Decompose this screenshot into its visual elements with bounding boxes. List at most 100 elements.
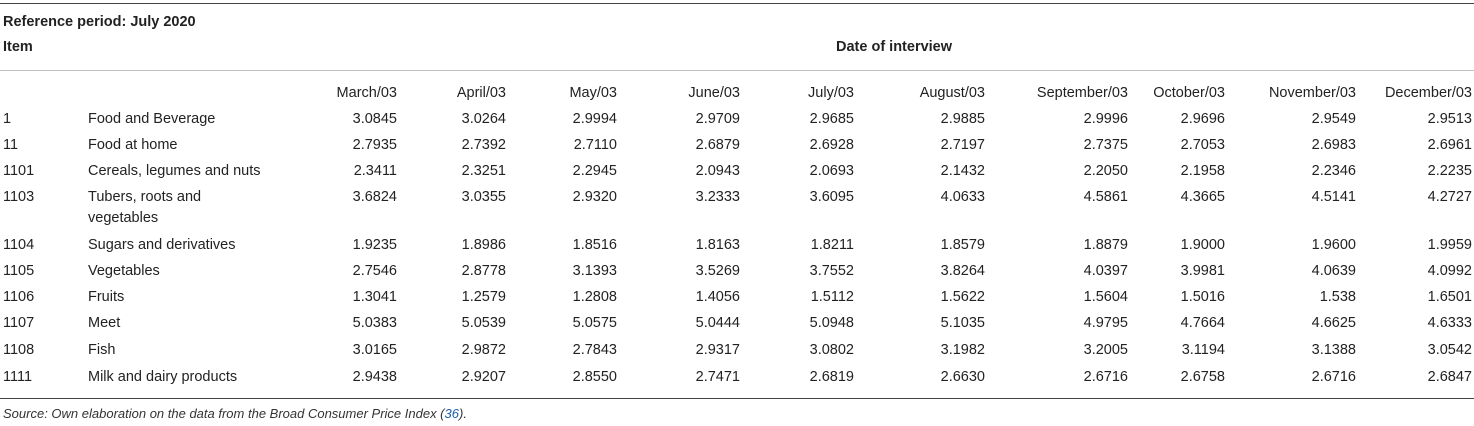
table-cell: 3.0802: [809, 342, 854, 358]
table-cell: 2.9709: [695, 111, 740, 127]
table-cell: 3.0542: [1427, 342, 1472, 358]
column-header: April/03: [456, 85, 506, 101]
table-cell: 2.8550: [572, 369, 617, 385]
table-cell: 2.1432: [940, 163, 985, 179]
table-cell: 2.3411: [353, 163, 397, 179]
table-cell: 2.6716: [1311, 369, 1356, 385]
row-code: 1111: [3, 369, 33, 385]
table-cell: 2.0693: [809, 163, 854, 179]
source-text: Source: Own elaboration on the data from…: [3, 406, 445, 421]
table-cell: 2.9549: [1311, 111, 1356, 127]
table-cell: 2.9994: [572, 111, 617, 127]
row-code: 1106: [3, 289, 35, 305]
table-cell: 1.2808: [572, 289, 617, 305]
row-code: 11: [3, 137, 19, 153]
column-header: November/03: [1268, 85, 1356, 101]
table-cell: 2.9317: [695, 342, 740, 358]
table-cell: 2.6961: [1427, 137, 1472, 153]
table-cell: 4.9795: [1083, 315, 1128, 331]
row-item-name: Meet: [88, 315, 121, 331]
table-cell: 2.6879: [695, 137, 740, 153]
table-cell: 2.2050: [1083, 163, 1128, 179]
row-item-name: Cereals, legumes and nuts: [88, 163, 261, 179]
table-cell: 4.5141: [1311, 189, 1356, 205]
table-cell: 3.1388: [1311, 342, 1356, 358]
table-cell: 5.0539: [461, 315, 506, 331]
table-cell: 1.8986: [461, 237, 506, 253]
table-cell: 3.0264: [461, 111, 506, 127]
top-rule: [0, 3, 1474, 4]
table-cell: 2.9513: [1427, 111, 1472, 127]
table-cell: 1.4056: [695, 289, 740, 305]
table-cell: 4.5861: [1083, 189, 1128, 205]
table-cell: 1.9959: [1427, 237, 1472, 253]
table-cell: 4.6333: [1427, 315, 1472, 331]
table-cell: 1.8879: [1083, 237, 1128, 253]
table-cell: 2.6847: [1427, 369, 1472, 385]
table-cell: 2.6758: [1180, 369, 1225, 385]
table-cell: 2.9872: [461, 342, 506, 358]
table-cell: 1.8579: [940, 237, 985, 253]
table-cell: 5.0444: [695, 315, 740, 331]
table-cell: 1.9235: [352, 237, 397, 253]
table-cell: 2.9996: [1083, 111, 1128, 127]
table-cell: 2.7110: [573, 137, 617, 153]
table-cell: 1.6501: [1427, 289, 1472, 305]
table-cell: 1.5604: [1083, 289, 1128, 305]
row-code: 1104: [3, 237, 35, 253]
table-cell: 3.2005: [1083, 342, 1128, 358]
bottom-rule: [0, 398, 1474, 399]
table-cell: 2.9885: [940, 111, 985, 127]
table-cell: 3.6824: [352, 189, 397, 205]
table-cell: 4.2727: [1427, 189, 1472, 205]
row-item-name: Tubers, roots and: [88, 189, 202, 205]
table-cell: 2.6716: [1083, 369, 1128, 385]
row-code: 1101: [3, 163, 35, 179]
table-cell: 3.1982: [940, 342, 985, 358]
table-cell: 1.5112: [810, 289, 854, 305]
source-text-end: ).: [458, 406, 467, 421]
date-of-interview-header: Date of interview: [836, 39, 953, 55]
table-cell: 1.5622: [940, 289, 985, 305]
table-cell: 1.3041: [352, 289, 397, 305]
table-cell: 1.2579: [461, 289, 506, 305]
table-cell: 3.2333: [695, 189, 740, 205]
item-header: Item: [3, 39, 33, 55]
column-header: June/03: [688, 85, 740, 101]
table-cell: 1.8516: [572, 237, 617, 253]
table-cell: 2.2945: [572, 163, 617, 179]
table-cell: 5.0383: [352, 315, 397, 331]
row-code: 1108: [3, 342, 35, 358]
table-cell: 3.0165: [352, 342, 397, 358]
row-code: 1107: [3, 315, 35, 331]
table-cell: 2.0943: [695, 163, 740, 179]
table-cell: 3.1393: [572, 263, 617, 279]
table-cell: 2.9438: [352, 369, 397, 385]
table-cell: 3.0845: [352, 111, 397, 127]
source-reference-link[interactable]: 36: [444, 406, 459, 421]
row-item-name-cont: vegetables: [88, 210, 159, 226]
table-cell: 1.538: [1319, 289, 1356, 305]
table-cell: 4.0397: [1083, 263, 1128, 279]
table-cell: 5.1035: [940, 315, 985, 331]
table-cell: 4.6625: [1311, 315, 1356, 331]
table-cell: 2.7053: [1180, 137, 1225, 153]
table-cell: 2.7843: [572, 342, 617, 358]
column-header: May/03: [569, 85, 617, 101]
row-item-name: Fruits: [88, 289, 125, 305]
table-cell: 4.3665: [1180, 189, 1225, 205]
reference-period: Reference period: July 2020: [3, 14, 196, 30]
table-cell: 3.6095: [809, 189, 854, 205]
table-cell: 2.6983: [1311, 137, 1356, 153]
column-header: July/03: [808, 85, 854, 101]
table-cell: 2.6630: [940, 369, 985, 385]
table-cell: 2.7471: [695, 369, 740, 385]
table-cell: 2.9696: [1180, 111, 1225, 127]
table-cell: 5.0575: [572, 315, 617, 331]
table-cell: 1.9600: [1311, 237, 1356, 253]
table-cell: 2.6819: [809, 369, 854, 385]
row-item-name: Vegetables: [88, 263, 160, 279]
table-cell: 2.2235: [1427, 163, 1472, 179]
table-cell: 1.9000: [1180, 237, 1225, 253]
table-cell: 4.0992: [1427, 263, 1472, 279]
